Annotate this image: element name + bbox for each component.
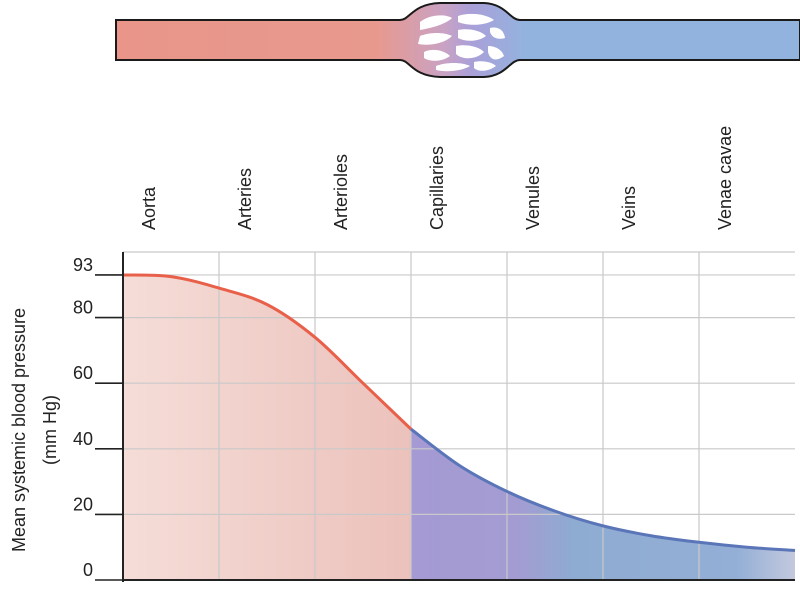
category-label: Venae cavae bbox=[715, 126, 735, 230]
vessel-tube bbox=[115, 2, 800, 78]
capillary-bed-icon bbox=[418, 13, 505, 72]
y-tick-labels: 0 20 40 60 80 93 bbox=[73, 255, 123, 581]
y-axis-label-line2: (mm Hg) bbox=[40, 395, 60, 465]
y-tick-label: 0 bbox=[83, 560, 93, 580]
plot-area: 0 20 40 60 80 93 bbox=[73, 251, 796, 582]
y-axis-label-line1: Mean systemic blood pressure bbox=[9, 308, 29, 552]
category-label: Arteries bbox=[235, 168, 255, 230]
y-tick-label: 40 bbox=[73, 429, 93, 449]
category-label: Capillaries bbox=[427, 146, 447, 230]
grid-lines bbox=[123, 251, 795, 580]
area-fills bbox=[123, 274, 795, 580]
category-label: Veins bbox=[619, 186, 639, 230]
y-tick-label: 80 bbox=[73, 298, 93, 318]
category-labels: Aorta Arteries Arterioles Capillaries Venule… bbox=[139, 126, 735, 230]
category-label: Arterioles bbox=[331, 154, 351, 230]
pressure-curve bbox=[122, 273, 796, 552]
category-label: Aorta bbox=[139, 186, 159, 230]
arterial-area-fill bbox=[123, 274, 411, 580]
venous-pressure-line bbox=[410, 427, 796, 552]
vessel-illustration bbox=[115, 2, 800, 78]
y-tick-label: 60 bbox=[73, 363, 93, 383]
y-tick-label: 93 bbox=[73, 255, 93, 275]
y-tick-label: 20 bbox=[73, 494, 93, 514]
arterial-pressure-line bbox=[122, 273, 413, 431]
y-axis-label: Mean systemic blood pressure (mm Hg) bbox=[9, 308, 60, 552]
axes bbox=[122, 252, 795, 582]
category-label: Venules bbox=[523, 166, 543, 230]
